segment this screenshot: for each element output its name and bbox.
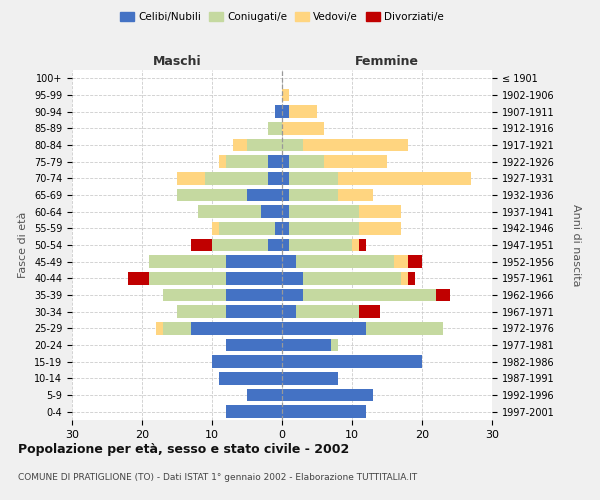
Bar: [401, 272, 408, 284]
Bar: [212, 356, 282, 368]
Bar: [282, 389, 373, 401]
Bar: [303, 289, 436, 301]
Bar: [338, 188, 373, 201]
Bar: [289, 239, 352, 251]
Bar: [128, 272, 149, 284]
Bar: [282, 89, 289, 101]
Bar: [282, 272, 303, 284]
Bar: [219, 222, 275, 234]
Bar: [394, 256, 408, 268]
Bar: [282, 172, 289, 184]
Bar: [296, 306, 359, 318]
Bar: [366, 322, 443, 334]
Bar: [282, 156, 289, 168]
Bar: [275, 222, 282, 234]
Bar: [296, 256, 394, 268]
Bar: [149, 272, 226, 284]
Bar: [303, 272, 401, 284]
Bar: [219, 372, 282, 384]
Bar: [359, 239, 366, 251]
Bar: [247, 389, 282, 401]
Bar: [282, 256, 296, 268]
Bar: [289, 156, 324, 168]
Legend: Celibi/Nubili, Coniugati/e, Vedovi/e, Divorziati/e: Celibi/Nubili, Coniugati/e, Vedovi/e, Di…: [116, 8, 448, 26]
Bar: [163, 289, 226, 301]
Bar: [282, 188, 289, 201]
Y-axis label: Fasce di età: Fasce di età: [19, 212, 28, 278]
Bar: [408, 256, 422, 268]
Bar: [268, 172, 282, 184]
Bar: [268, 239, 282, 251]
Bar: [359, 222, 401, 234]
Bar: [212, 222, 219, 234]
Bar: [163, 322, 191, 334]
Bar: [226, 289, 282, 301]
Bar: [436, 289, 450, 301]
Bar: [198, 206, 261, 218]
Bar: [282, 289, 303, 301]
Bar: [191, 239, 212, 251]
Bar: [331, 339, 338, 351]
Bar: [303, 138, 408, 151]
Bar: [247, 188, 282, 201]
Bar: [226, 339, 282, 351]
Bar: [219, 156, 226, 168]
Bar: [359, 306, 380, 318]
Bar: [247, 138, 282, 151]
Bar: [275, 106, 282, 118]
Bar: [289, 188, 338, 201]
Bar: [282, 306, 296, 318]
Text: Femmine: Femmine: [355, 54, 419, 68]
Bar: [156, 322, 163, 334]
Bar: [289, 206, 359, 218]
Bar: [212, 239, 268, 251]
Bar: [205, 172, 268, 184]
Bar: [282, 206, 289, 218]
Bar: [149, 256, 226, 268]
Bar: [177, 306, 226, 318]
Y-axis label: Anni di nascita: Anni di nascita: [571, 204, 581, 286]
Bar: [268, 156, 282, 168]
Bar: [282, 239, 289, 251]
Bar: [289, 222, 359, 234]
Bar: [282, 122, 324, 134]
Bar: [282, 106, 289, 118]
Bar: [282, 372, 338, 384]
Text: COMUNE DI PRATIGLIONE (TO) - Dati ISTAT 1° gennaio 2002 - Elaborazione TUTTITALI: COMUNE DI PRATIGLIONE (TO) - Dati ISTAT …: [18, 472, 417, 482]
Bar: [282, 406, 366, 418]
Bar: [226, 256, 282, 268]
Text: Popolazione per età, sesso e stato civile - 2002: Popolazione per età, sesso e stato civil…: [18, 442, 349, 456]
Bar: [289, 106, 317, 118]
Bar: [352, 239, 359, 251]
Bar: [226, 406, 282, 418]
Bar: [226, 156, 268, 168]
Bar: [282, 339, 331, 351]
Bar: [226, 272, 282, 284]
Bar: [177, 188, 247, 201]
Bar: [282, 322, 366, 334]
Bar: [408, 272, 415, 284]
Bar: [268, 122, 282, 134]
Bar: [226, 306, 282, 318]
Bar: [338, 172, 471, 184]
Bar: [282, 222, 289, 234]
Bar: [359, 206, 401, 218]
Bar: [282, 138, 303, 151]
Bar: [282, 356, 422, 368]
Bar: [261, 206, 282, 218]
Text: Maschi: Maschi: [152, 54, 202, 68]
Bar: [177, 172, 205, 184]
Bar: [191, 322, 282, 334]
Bar: [289, 172, 338, 184]
Bar: [233, 138, 247, 151]
Bar: [324, 156, 387, 168]
